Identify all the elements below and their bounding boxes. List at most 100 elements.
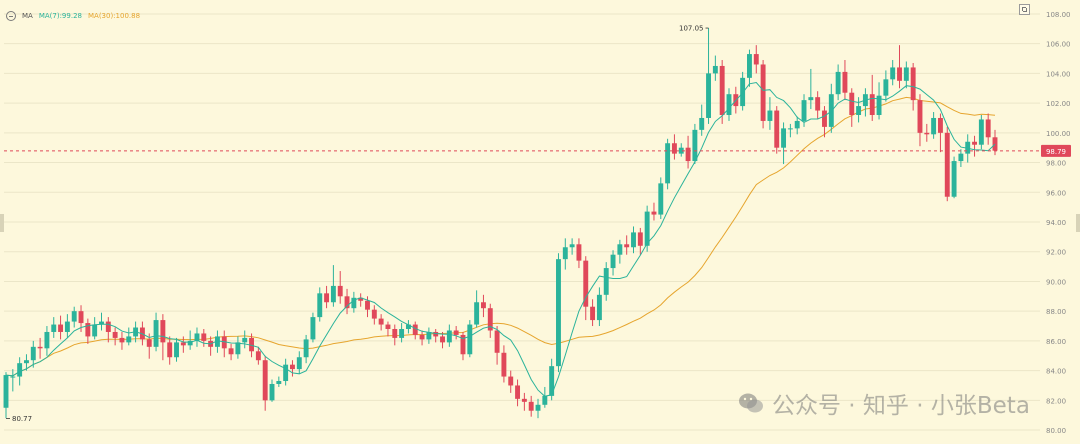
y-axis: 80.00 82.00 84.00 86.00 88.00 90.00 92.00 94.00… [1046, 11, 1071, 435]
candle [658, 177, 664, 220]
candle-body [453, 330, 459, 335]
y-tick-label: 82.00 [1046, 397, 1066, 405]
candle [30, 340, 36, 368]
candle [419, 330, 425, 346]
candle [283, 358, 289, 386]
candle-body [706, 73, 711, 118]
candle [399, 323, 405, 343]
candle [44, 326, 50, 356]
candle [51, 317, 57, 338]
candle [201, 329, 207, 347]
candle [883, 70, 889, 102]
candle [99, 312, 104, 331]
candle [296, 351, 302, 374]
candle [174, 337, 179, 362]
candle-body [146, 339, 152, 347]
candle [290, 360, 295, 377]
candle [474, 290, 480, 328]
candle [644, 205, 650, 252]
candle [712, 55, 718, 81]
right-scroll-handle[interactable] [1076, 214, 1080, 232]
candle-body [51, 324, 57, 332]
candle-body [972, 141, 977, 145]
candle [392, 324, 398, 346]
candle [85, 318, 91, 344]
candle-body [426, 331, 432, 340]
candle [562, 238, 568, 270]
candle [242, 330, 248, 349]
candle-body [119, 337, 125, 343]
candle-body [337, 285, 343, 297]
candle [221, 330, 227, 358]
candle [835, 64, 841, 101]
candle [890, 60, 896, 86]
candle-body [3, 375, 9, 408]
candle-body [712, 65, 718, 74]
candle-body [849, 92, 855, 115]
candle [822, 106, 827, 138]
grid-layer [4, 13, 1040, 431]
candle-body [883, 79, 889, 96]
candle-body [480, 302, 486, 309]
candle-body [740, 77, 746, 107]
candle [501, 345, 507, 383]
y-tick-label: 102.00 [1046, 100, 1071, 108]
candle [324, 285, 330, 309]
candle-body [549, 366, 555, 396]
candle-body [528, 401, 534, 411]
candle-body [344, 296, 350, 309]
candle [590, 299, 596, 327]
candle [985, 113, 991, 145]
candle [801, 94, 807, 127]
candle [767, 97, 773, 130]
candle [787, 123, 793, 138]
candle-body [269, 383, 275, 401]
candle-body [869, 94, 875, 115]
candle-body [815, 97, 821, 111]
candle-body [174, 342, 179, 358]
candle [603, 262, 609, 301]
candle [719, 60, 725, 124]
candle-body [99, 321, 104, 325]
low-label: 80.77 [12, 415, 32, 423]
candle [358, 293, 364, 307]
candle-body [242, 337, 248, 343]
candle [412, 321, 418, 340]
candle [671, 134, 677, 160]
candle [924, 123, 930, 142]
y-tick-label: 98.00 [1046, 160, 1066, 168]
candle-body [651, 211, 657, 215]
candle [378, 314, 384, 331]
visibility-toggle-icon[interactable] [6, 11, 16, 21]
candle [208, 336, 214, 356]
left-scroll-handle[interactable] [0, 214, 4, 232]
candle-body [92, 324, 98, 337]
y-tick-label: 100.00 [1046, 130, 1071, 138]
y-tick-label: 92.00 [1046, 249, 1066, 257]
fullscreen-icon[interactable] [1019, 4, 1030, 15]
y-tick-label: 94.00 [1046, 219, 1066, 227]
candle [480, 294, 486, 318]
candle-body [262, 360, 268, 401]
candle-body [10, 376, 16, 378]
y-tick-label: 104.00 [1046, 70, 1071, 78]
candle [405, 320, 411, 334]
candle-body [535, 404, 541, 411]
candle-body [71, 311, 77, 322]
candle [944, 126, 950, 202]
candle [542, 386, 548, 408]
candle-body [992, 137, 998, 151]
candle [508, 370, 514, 393]
candle [262, 355, 268, 411]
watermark: 公众号 · 知乎 · 小张Beta [738, 386, 1030, 420]
candle [978, 115, 984, 150]
candle-body [856, 106, 862, 115]
candle-body [358, 297, 364, 301]
candle [958, 149, 964, 168]
candle-body [569, 244, 575, 248]
candle [344, 288, 350, 315]
candle [897, 45, 902, 89]
candle [685, 135, 691, 169]
candle-body [64, 321, 70, 332]
